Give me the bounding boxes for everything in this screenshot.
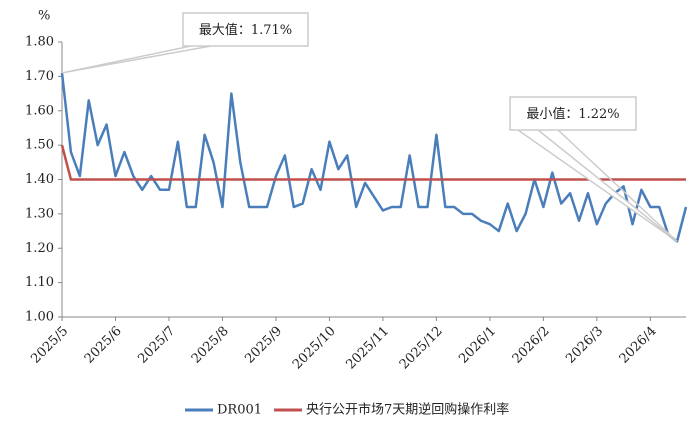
annotation: 最小值：1.22% bbox=[526, 106, 619, 122]
x-tick-label: 2026/2 bbox=[510, 324, 553, 367]
y-tick-label: 1.60 bbox=[25, 103, 54, 118]
y-tick-label: 1.30 bbox=[25, 206, 54, 221]
y-tick-label: 1.50 bbox=[25, 138, 54, 153]
x-tick-label: 2025/10 bbox=[290, 324, 339, 373]
callout-box bbox=[509, 96, 637, 131]
x-tick-label: 2025/5 bbox=[28, 324, 71, 367]
x-tick-label: 2025/9 bbox=[242, 324, 285, 367]
y-tick-label: 1.20 bbox=[25, 241, 54, 256]
callout-box bbox=[182, 12, 309, 47]
legend-label: DR001 bbox=[217, 403, 262, 418]
x-tick-label: 2026/1 bbox=[456, 324, 499, 367]
x-tick-label: 2025/11 bbox=[343, 324, 392, 373]
x-tick-label: 2025/12 bbox=[397, 324, 446, 373]
y-tick-label: 1.00 bbox=[25, 310, 54, 325]
x-tick-label: 2025/6 bbox=[82, 324, 125, 367]
x-tick-label: 2026/4 bbox=[617, 324, 660, 367]
y-tick-label: 1.40 bbox=[25, 172, 54, 187]
y-unit: % bbox=[38, 9, 50, 24]
y-tick-label: 1.10 bbox=[25, 275, 54, 290]
callout-pointer bbox=[61, 45, 212, 74]
data-line bbox=[60, 144, 686, 181]
x-tick-label: 2025/8 bbox=[189, 324, 232, 367]
x-tick-label: 2025/7 bbox=[135, 324, 178, 367]
data-line bbox=[60, 72, 688, 243]
x-tick-label: 2026/3 bbox=[563, 324, 606, 367]
y-tick-label: 1.70 bbox=[25, 69, 54, 84]
annotation: 最大值：1.71% bbox=[199, 22, 292, 38]
legend-label: 央行公开市场7天期逆回购操作利率 bbox=[306, 402, 509, 418]
callout-pointer bbox=[517, 129, 678, 242]
y-tick-label: 1.80 bbox=[25, 35, 54, 50]
